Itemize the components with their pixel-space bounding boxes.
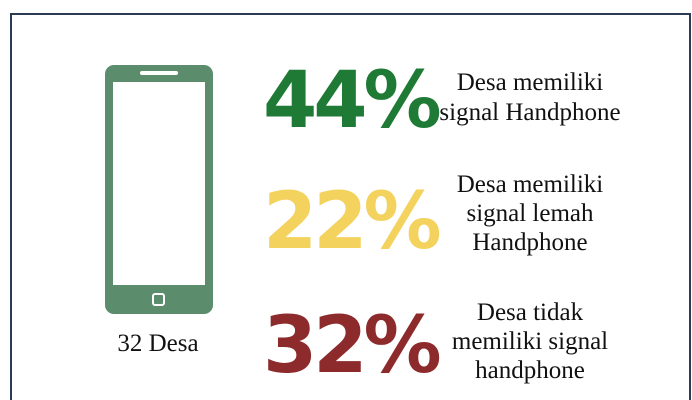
description-line: Desa memiliki [457, 69, 604, 96]
phone-icon [105, 65, 213, 314]
description-line: signal Handphone [439, 99, 620, 126]
percentage: 32% [263, 301, 440, 391]
description-line: signal lemah [466, 200, 594, 227]
phone-button [152, 293, 165, 306]
phone-speaker [140, 71, 178, 75]
phone-screen [113, 82, 205, 285]
percentage: 44% [263, 56, 440, 146]
description-line: Desa memiliki [457, 171, 604, 198]
village-count: 32 Desa [117, 330, 198, 357]
description-line: Desa tidak [477, 299, 584, 326]
percentage: 22% [263, 177, 440, 267]
description-line: handphone [475, 357, 585, 384]
description-line: memiliki signal [452, 328, 608, 355]
description-line: Handphone [472, 229, 587, 256]
